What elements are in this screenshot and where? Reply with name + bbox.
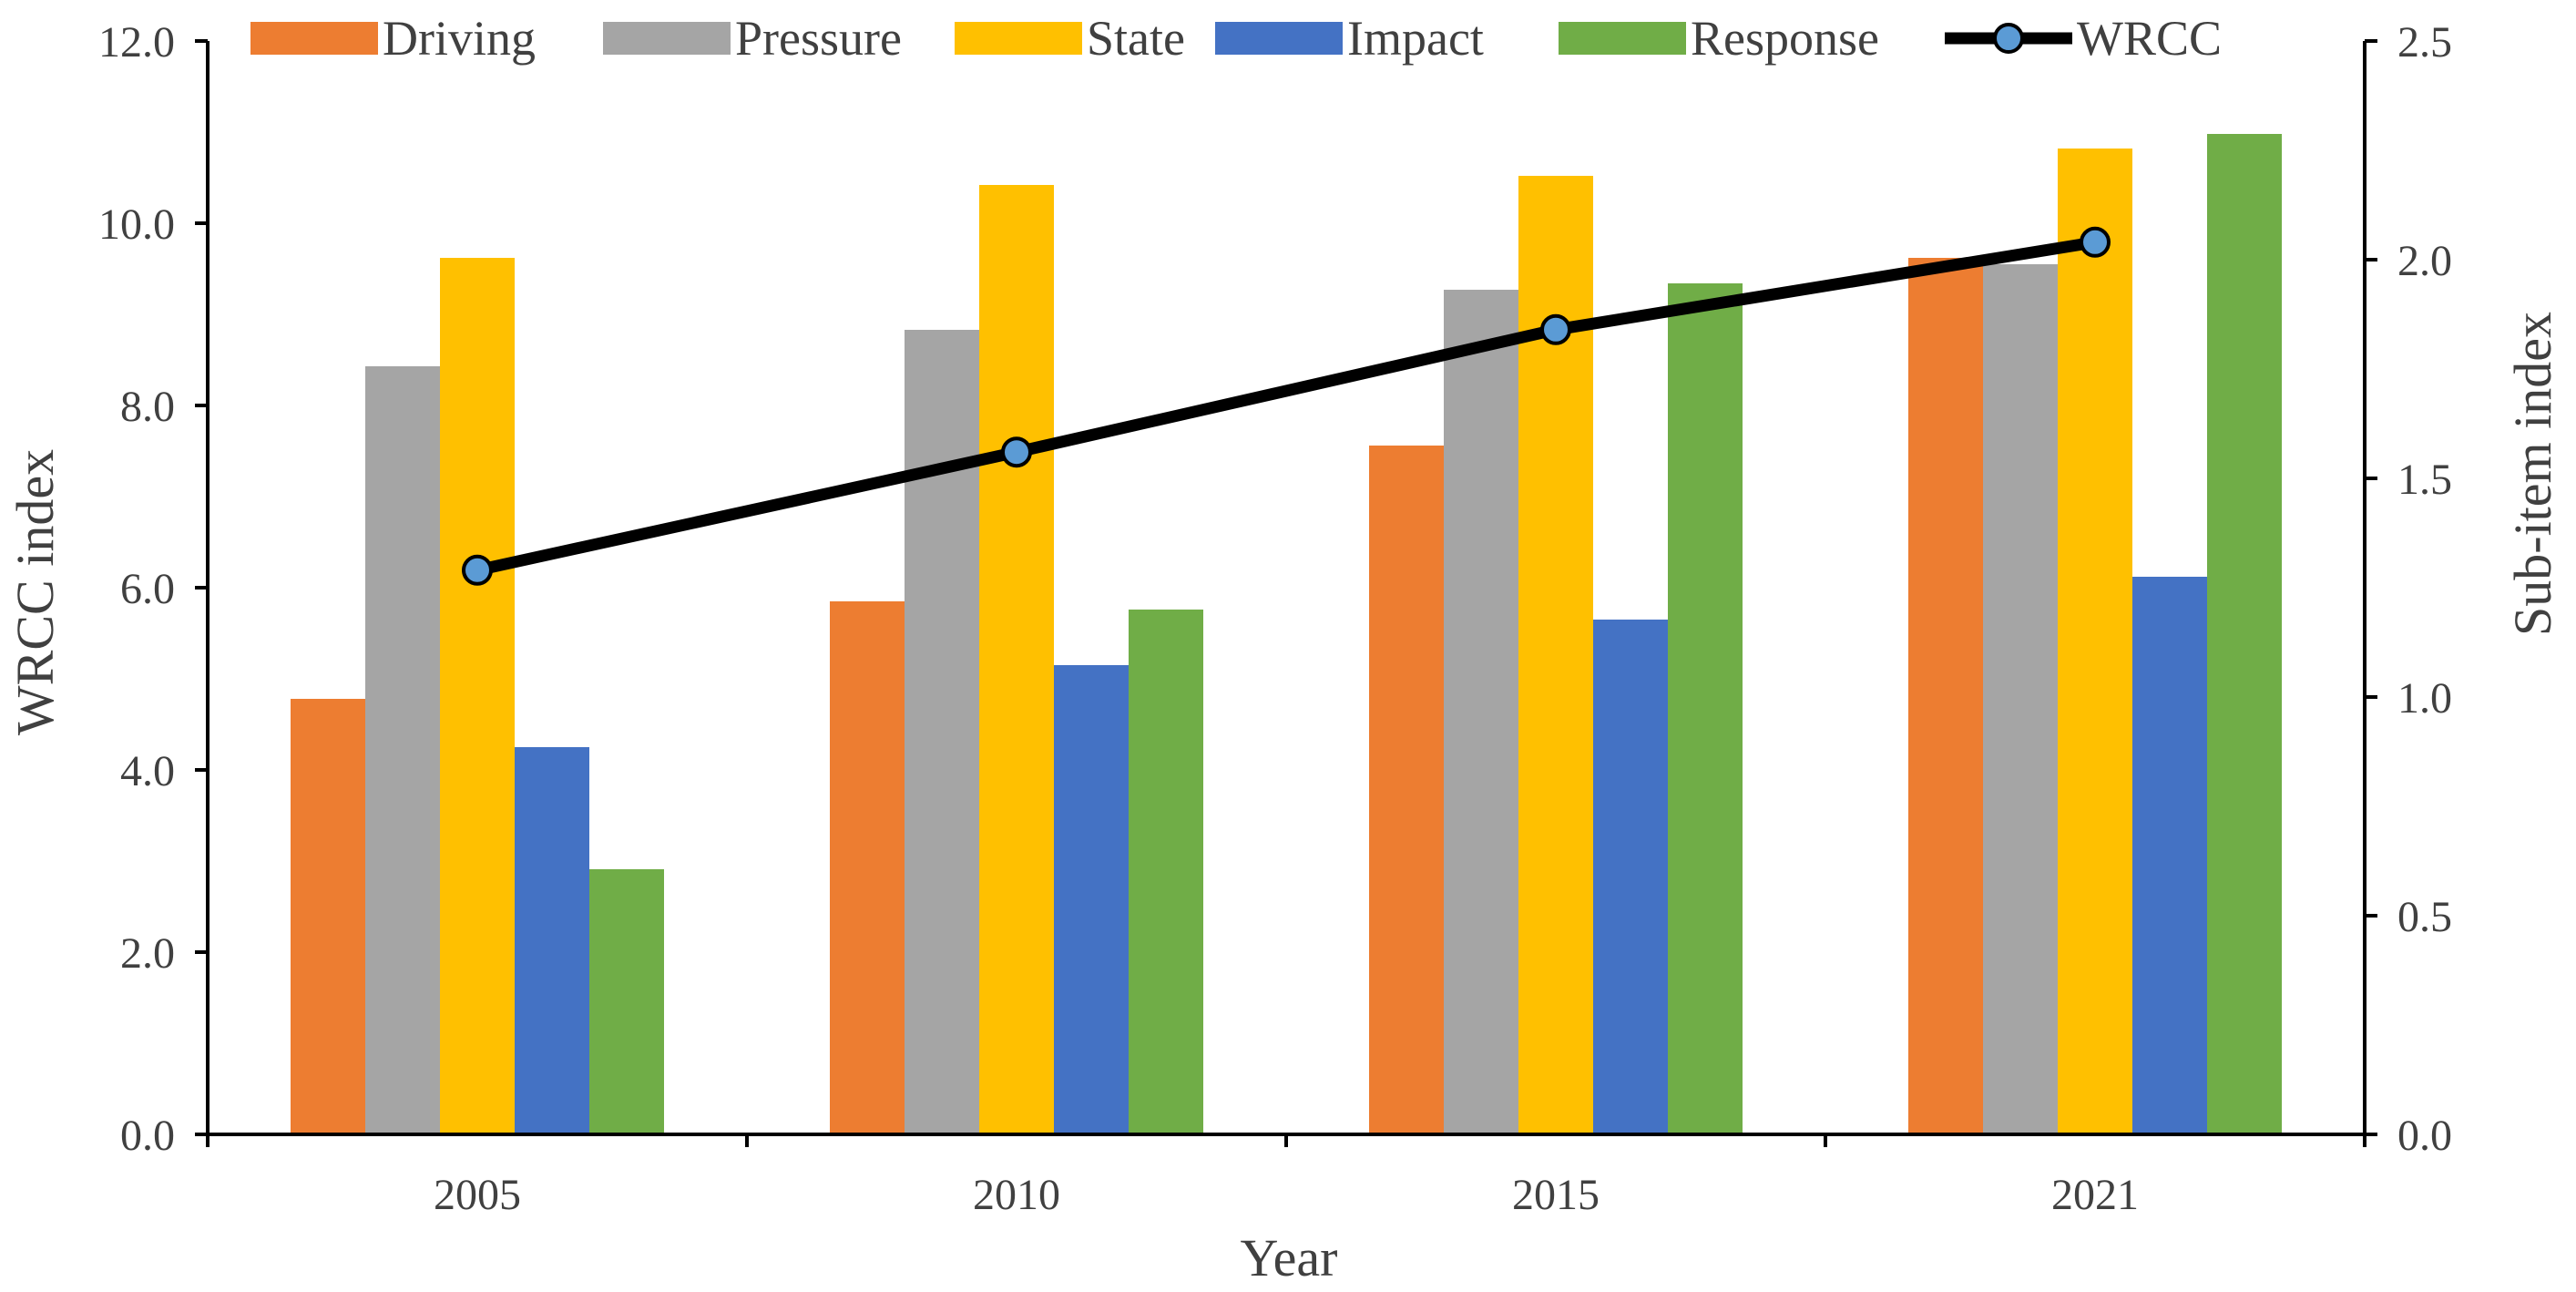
legend-label-state: State — [1087, 11, 1185, 66]
bar-response-2021 — [2207, 134, 2282, 1134]
bar-driving-2021 — [1908, 258, 1983, 1134]
legend-swatch-state — [955, 22, 1082, 55]
legend-swatch-impact — [1215, 22, 1343, 55]
y-axis-left-title: WRCC index — [5, 449, 65, 735]
bars — [291, 134, 2282, 1134]
x-tick-label-2010: 2010 — [973, 1171, 1060, 1219]
bar-driving-2015 — [1369, 446, 1444, 1134]
legend-swatch-pressure — [603, 22, 731, 55]
bar-state-2010 — [979, 185, 1054, 1134]
bar-driving-2010 — [830, 601, 905, 1134]
bar-response-2005 — [589, 869, 664, 1134]
y-right-tick-label: 2.0 — [2397, 237, 2452, 285]
bar-impact-2010 — [1054, 665, 1129, 1134]
x-tick-label-2015: 2015 — [1512, 1171, 1600, 1219]
y-right-tick-label: 2.5 — [2397, 18, 2452, 67]
legend-label-wrcc: WRCC — [2077, 11, 2222, 66]
y-left-tick-label: 10.0 — [98, 200, 175, 249]
bar-pressure-2005 — [365, 366, 440, 1134]
legend: Driving Pressure State Impact Response WRCC — [250, 11, 2222, 66]
y-left-tick-label: 2.0 — [120, 929, 175, 978]
wrcc-line — [462, 226, 2111, 586]
wrcc-point-2005 — [462, 554, 493, 586]
legend-swatch-response — [1559, 22, 1686, 55]
bar-impact-2015 — [1593, 620, 1668, 1134]
bar-driving-2005 — [291, 699, 365, 1134]
bar-pressure-2015 — [1444, 290, 1518, 1134]
legend-label-driving: Driving — [383, 11, 536, 66]
bar-response-2015 — [1668, 283, 1743, 1134]
y-left-tick-label: 12.0 — [98, 18, 175, 67]
y-axis-right-title: Sub-item index — [2503, 312, 2562, 636]
wrcc-point-2021 — [2080, 226, 2111, 258]
y-right-tick-label: 1.0 — [2397, 674, 2452, 723]
y-right-tick-label: 0.0 — [2397, 1112, 2452, 1160]
bar-impact-2021 — [2132, 577, 2207, 1134]
bar-impact-2005 — [515, 747, 589, 1134]
legend-label-impact: Impact — [1347, 11, 1484, 66]
y-left-tick-label: 0.0 — [120, 1112, 175, 1160]
bar-state-2005 — [440, 258, 515, 1134]
legend-label-response: Response — [1691, 11, 1879, 66]
x-axis-title: Year — [1241, 1228, 1338, 1287]
x-tick-label-2005: 2005 — [434, 1171, 521, 1219]
wrcc-point-2015 — [1540, 313, 1571, 345]
y-left-tick-label: 6.0 — [120, 565, 175, 613]
y-right-tick-label: 1.5 — [2397, 456, 2452, 504]
legend-swatch-wrcc-marker — [1993, 23, 2024, 54]
y-left-tick-label: 8.0 — [120, 383, 175, 431]
bar-state-2021 — [2058, 149, 2132, 1134]
bar-response-2010 — [1129, 610, 1203, 1134]
axes: 0.0 2.0 4.0 6.0 8.0 10.0 12.0 0.0 0.5 1.0 1.5 2.0 2.… — [98, 18, 2452, 1219]
bar-pressure-2010 — [905, 330, 979, 1134]
legend-swatch-driving — [250, 22, 378, 55]
y-right-tick-label: 0.5 — [2397, 893, 2452, 941]
x-tick-label-2021: 2021 — [2051, 1171, 2139, 1219]
y-left-tick-label: 4.0 — [120, 747, 175, 795]
bar-pressure-2021 — [1983, 264, 2058, 1134]
wrcc-point-2010 — [1001, 436, 1032, 468]
wrcc-line-path — [475, 236, 2097, 577]
legend-label-pressure: Pressure — [735, 11, 902, 66]
